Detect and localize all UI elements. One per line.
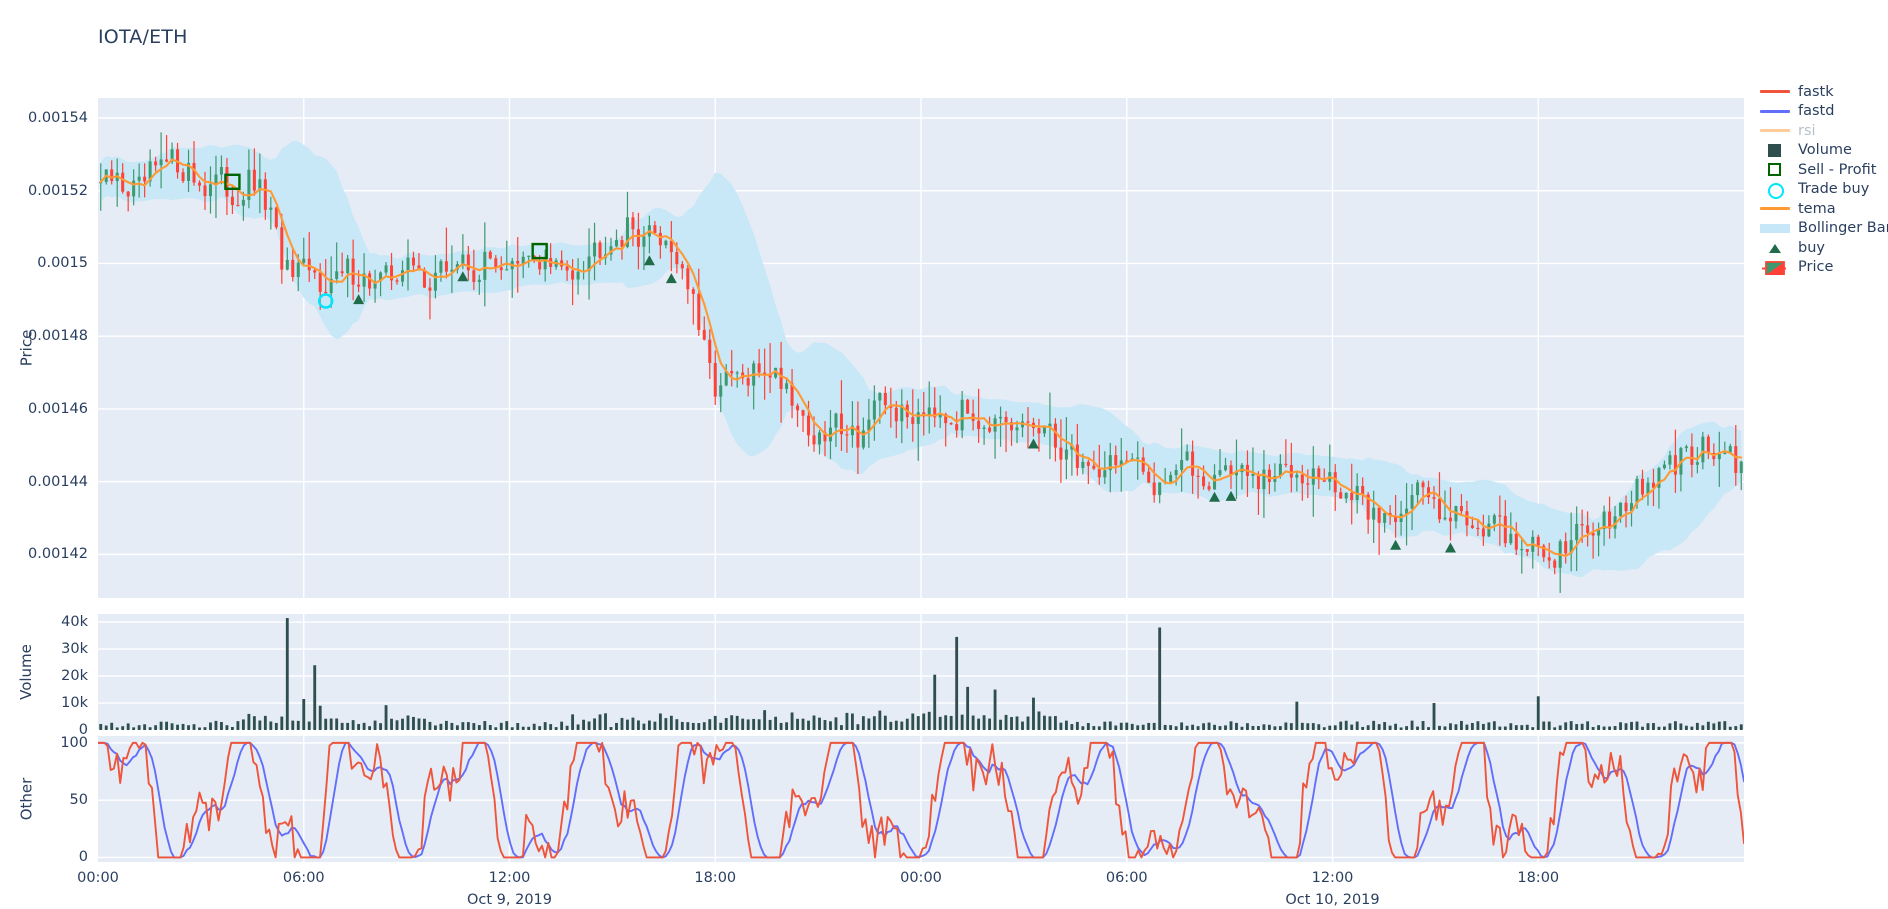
volume-y-tick: 0 xyxy=(78,722,88,738)
price-y-tick: 0.00144 xyxy=(28,473,88,490)
volume-series-svg xyxy=(98,614,1744,730)
legend-label: fastk xyxy=(1798,83,1834,100)
sq-open-swatch-icon xyxy=(1758,160,1792,179)
legend-item-rsi[interactable]: rsi xyxy=(1758,121,1888,141)
legend-label: Price xyxy=(1798,259,1834,276)
square-swatch-icon xyxy=(1758,141,1792,160)
date-x-label: Oct 9, 2019 xyxy=(466,892,553,908)
legend-item-bollinger-band[interactable]: Bollinger Band xyxy=(1758,219,1888,239)
volume-y-tick: 30k xyxy=(61,641,88,658)
legend-item-fastd[interactable]: fastd xyxy=(1758,102,1888,122)
price-y-tick: 0.00146 xyxy=(28,400,88,417)
legend-item-sell-profit[interactable]: Sell - Profit xyxy=(1758,160,1888,180)
time-x-tick: 12:00 xyxy=(1311,870,1354,886)
other-y-tick: 0 xyxy=(78,849,88,866)
time-x-tick: 06:00 xyxy=(282,870,325,886)
price-series-svg xyxy=(98,98,1744,598)
legend-label: buy xyxy=(1798,239,1825,256)
legend-label: Trade buy xyxy=(1798,181,1870,198)
legend-item-trade-buy[interactable]: Trade buy xyxy=(1758,180,1888,200)
price-y-tick: 0.00142 xyxy=(28,546,88,563)
line-swatch-icon xyxy=(1758,102,1792,121)
volume-axis-title: Volume xyxy=(16,644,35,700)
price-y-tick: 0.00152 xyxy=(28,182,88,199)
volume-y-tick: 40k xyxy=(61,614,88,631)
date-x-label: Oct 10, 2019 xyxy=(1285,892,1380,908)
volume-plot-area xyxy=(98,614,1744,730)
time-x-tick: 00:00 xyxy=(900,870,942,886)
line-swatch-icon xyxy=(1758,82,1792,101)
page-title: IOTA/ETH xyxy=(98,26,188,48)
legend-item-volume[interactable]: Volume xyxy=(1758,141,1888,161)
legend-label: Volume xyxy=(1798,142,1852,159)
volume-subplot xyxy=(98,614,1744,730)
volume-y-tick: 20k xyxy=(61,668,88,685)
oscillator-series-svg xyxy=(98,736,1744,862)
time-x-tick: 18:00 xyxy=(1517,870,1560,886)
chart-legend[interactable]: fastk fastd rsi Volume Sell - Profit Trade bu… xyxy=(1758,82,1888,277)
other-y-tick: 50 xyxy=(69,792,88,809)
legend-item-buy[interactable]: buy xyxy=(1758,238,1888,258)
triangle-swatch-icon xyxy=(1758,238,1792,257)
other-plot-area xyxy=(98,736,1744,862)
price-y-tick: 0.00148 xyxy=(28,328,88,345)
price-axis-title: Price xyxy=(16,329,35,367)
legend-item-fastk[interactable]: fastk xyxy=(1758,82,1888,102)
price-y-tick: 0.0015 xyxy=(37,255,88,272)
other-y-tick: 100 xyxy=(60,734,88,751)
time-x-tick: 18:00 xyxy=(694,870,737,886)
legend-item-price[interactable]: Price xyxy=(1758,258,1888,278)
circ-open-swatch-icon xyxy=(1758,180,1792,200)
legend-item-tema[interactable]: tema xyxy=(1758,199,1888,219)
price-plot-area xyxy=(98,98,1744,598)
band-swatch-icon xyxy=(1758,219,1792,238)
time-x-tick: 00:00 xyxy=(77,870,119,886)
legend-label: rsi xyxy=(1798,122,1816,139)
line-swatch-icon xyxy=(1758,121,1792,140)
time-x-tick: 06:00 xyxy=(1105,870,1148,886)
legend-label: Sell - Profit xyxy=(1798,161,1877,178)
legend-label: Bollinger Band xyxy=(1798,220,1888,237)
legend-label: fastd xyxy=(1798,103,1835,120)
candle-swatch-icon xyxy=(1758,258,1792,277)
other-subplot xyxy=(98,736,1744,862)
price-subplot xyxy=(98,98,1744,598)
other-axis-title: Other xyxy=(16,777,35,821)
legend-label: tema xyxy=(1798,200,1836,217)
price-y-tick: 0.00154 xyxy=(28,110,88,126)
line-swatch-icon xyxy=(1758,199,1792,218)
volume-y-tick: 10k xyxy=(61,695,88,712)
time-x-tick: 12:00 xyxy=(488,870,531,886)
